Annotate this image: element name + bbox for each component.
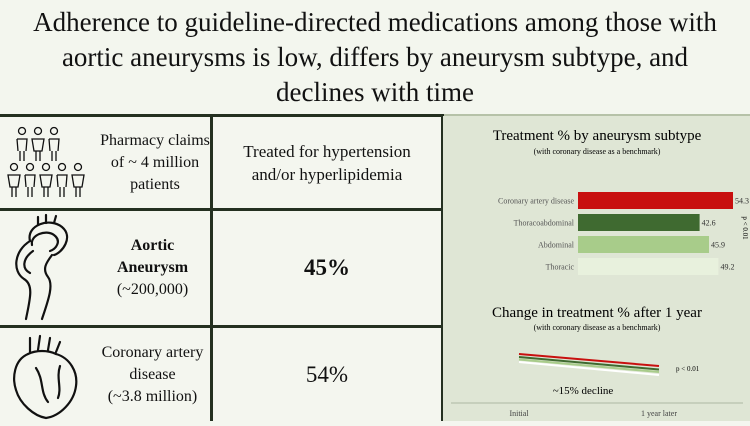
cad-label-line2: disease	[129, 365, 176, 383]
cad-value: 54%	[305, 361, 349, 387]
treated-header: Treated for hypertension and/or hyperlip…	[213, 117, 441, 208]
line-chart-subtitle: (with coronary disease as a benchmark)	[534, 323, 661, 332]
title-banner: Adherence to guideline-directed medicati…	[0, 0, 750, 116]
bar-value-label: 54.3	[735, 197, 749, 206]
people-group-icon	[0, 117, 100, 208]
line-chart-annotation: p < 0.01	[676, 365, 700, 373]
grid-line	[0, 208, 443, 211]
cad-label-line1: Coronary artery	[101, 343, 204, 361]
bar-value-label: 45.9	[711, 241, 725, 250]
charts-panel: Treatment % by aneurysm subtype (with co…	[443, 116, 750, 421]
aortic-label-line2: Aneurysm	[116, 259, 189, 276]
series-line	[518, 358, 660, 373]
aortic-aneurysm-label: Aortic Aneurysm (~200,000)	[95, 211, 210, 325]
bar-chart-subtitle: (with coronary disease as a benchmark)	[534, 147, 661, 156]
cad-label-count: (~3.8 million)	[107, 387, 198, 405]
pharmacy-claims-label: Pharmacy claims of ~ 4 million patients	[100, 117, 210, 208]
bar-category-label: Abdominal	[538, 241, 575, 250]
bar-category-label: Thoracic	[546, 263, 575, 272]
page-title: Adherence to guideline-directed medicati…	[33, 6, 717, 107]
bar-chart-annotation: p < 0.01	[741, 216, 749, 240]
grid-line	[0, 114, 443, 117]
cad-label: Coronary artery disease (~3.8 million)	[95, 328, 210, 421]
grid-line	[0, 325, 443, 328]
series-line	[518, 361, 660, 376]
aortic-label-line1: Aortic	[130, 237, 175, 254]
bar	[578, 258, 719, 275]
series-line	[518, 356, 660, 371]
pharmacy-claims-text: Pharmacy claims of ~ 4 million patients	[100, 131, 210, 193]
decline-note: ~15% decline	[553, 385, 614, 397]
aorta-icon	[0, 211, 95, 325]
x-tick-initial: Initial	[509, 409, 529, 418]
aortic-value: 45%	[304, 255, 350, 280]
grid-line	[210, 114, 213, 421]
bar-category-label: Thoracoabdominal	[514, 219, 575, 228]
bar	[578, 192, 733, 209]
grid-line	[441, 114, 444, 421]
x-tick-1year: 1 year later	[641, 409, 677, 418]
bar-category-label: Coronary artery disease	[498, 197, 574, 206]
charts-svg: Treatment % by aneurysm subtype (with co…	[451, 128, 749, 418]
bar-value-label: 42.6	[702, 219, 716, 228]
line-chart	[518, 353, 660, 376]
bar	[578, 214, 700, 231]
line-chart-title: Change in treatment % after 1 year	[492, 305, 702, 321]
cad-value-cell: 54%	[213, 328, 441, 421]
heart-icon	[0, 328, 95, 421]
treated-header-text: Treated for hypertension and/or hyperlip…	[243, 141, 411, 184]
aortic-label-count: (~200,000)	[116, 281, 189, 298]
bar	[578, 236, 710, 253]
bar-chart-title: Treatment % by aneurysm subtype	[493, 128, 702, 144]
series-line	[518, 353, 660, 367]
bar-chart: Coronary artery disease 54.3 Thoracoabdomi…	[498, 192, 749, 275]
aortic-value-cell: 45%	[213, 211, 441, 325]
bar-value-label: 49.2	[720, 263, 734, 272]
